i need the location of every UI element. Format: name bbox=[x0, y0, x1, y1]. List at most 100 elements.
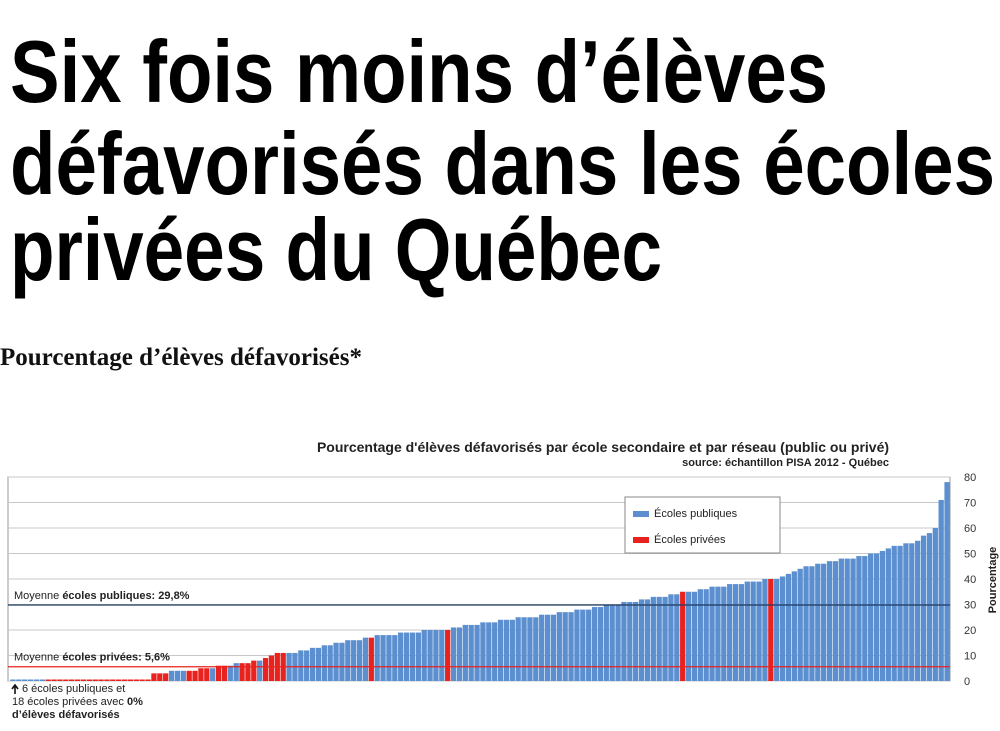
bar bbox=[151, 673, 157, 681]
bar bbox=[903, 543, 909, 681]
bar bbox=[915, 540, 921, 681]
bar bbox=[262, 658, 269, 681]
bar bbox=[445, 630, 451, 681]
bar bbox=[586, 609, 592, 681]
bar bbox=[662, 596, 668, 681]
bar bbox=[644, 599, 651, 681]
bar bbox=[868, 553, 874, 681]
bar bbox=[409, 632, 416, 681]
bar bbox=[738, 584, 745, 681]
bar bbox=[821, 563, 827, 681]
bar bbox=[403, 632, 410, 681]
bar bbox=[104, 679, 110, 681]
bar bbox=[556, 612, 562, 681]
bar bbox=[815, 563, 821, 681]
bar bbox=[697, 589, 703, 681]
bar bbox=[51, 679, 57, 681]
bar bbox=[762, 579, 768, 681]
bar bbox=[356, 640, 363, 681]
subtitle: Pourcentage d’élèves défavorisés* bbox=[0, 344, 362, 371]
note-text-bold: 0% bbox=[127, 696, 143, 708]
note-line: d’élèves défavorisés bbox=[12, 709, 120, 721]
bar bbox=[433, 630, 439, 681]
bar bbox=[309, 647, 316, 681]
bar bbox=[521, 617, 527, 681]
y-tick-label: 10 bbox=[964, 651, 976, 663]
bar bbox=[86, 679, 92, 681]
bar bbox=[333, 642, 339, 681]
bar bbox=[744, 581, 750, 681]
bar bbox=[392, 635, 398, 681]
bar bbox=[268, 655, 275, 681]
reference-label-text: Moyenne bbox=[14, 652, 62, 664]
bar bbox=[580, 609, 586, 681]
bar bbox=[650, 596, 656, 681]
bar bbox=[133, 679, 139, 681]
bar bbox=[938, 499, 944, 681]
bar bbox=[415, 632, 421, 681]
bar bbox=[826, 561, 833, 681]
bar bbox=[145, 679, 151, 681]
bar bbox=[450, 627, 457, 681]
bar bbox=[727, 584, 733, 681]
bar bbox=[609, 604, 615, 681]
y-tick-label: 0 bbox=[964, 676, 970, 688]
bar bbox=[10, 679, 16, 681]
bar bbox=[691, 591, 698, 681]
bar bbox=[298, 650, 304, 681]
bar bbox=[656, 596, 662, 681]
bar bbox=[492, 622, 498, 681]
bar bbox=[850, 558, 856, 681]
bar bbox=[721, 586, 727, 681]
bar bbox=[345, 640, 351, 681]
bar bbox=[27, 679, 34, 681]
bar bbox=[468, 624, 474, 681]
bar bbox=[926, 533, 933, 681]
bar bbox=[321, 645, 327, 681]
bar bbox=[862, 556, 868, 681]
bar bbox=[398, 632, 404, 681]
bar bbox=[221, 665, 228, 681]
bar bbox=[897, 545, 903, 681]
headline-line: défavorisés dans les écoles bbox=[10, 114, 995, 213]
bar bbox=[210, 668, 216, 681]
bar bbox=[157, 673, 163, 681]
bar bbox=[544, 614, 551, 681]
note-line: 18 écoles privées avec 0% bbox=[12, 696, 143, 708]
bar bbox=[709, 586, 715, 681]
bar bbox=[685, 591, 692, 681]
bar bbox=[386, 635, 392, 681]
bar bbox=[891, 545, 897, 681]
bar bbox=[239, 663, 245, 681]
bar bbox=[791, 571, 797, 681]
bar bbox=[168, 670, 175, 681]
bar bbox=[856, 556, 862, 681]
note-line: 6 écoles publiques et bbox=[22, 683, 125, 695]
bar bbox=[527, 617, 533, 681]
y-tick-label: 30 bbox=[964, 600, 976, 612]
bar bbox=[920, 535, 927, 681]
legend-box bbox=[624, 496, 781, 554]
bar bbox=[421, 630, 427, 681]
bar bbox=[779, 576, 786, 681]
reference-label-text: Moyenne bbox=[14, 590, 62, 602]
bar bbox=[233, 663, 239, 681]
bars bbox=[10, 482, 950, 681]
bar bbox=[362, 637, 369, 681]
bar bbox=[33, 679, 40, 681]
bar bbox=[873, 553, 880, 681]
bar bbox=[180, 670, 186, 681]
y-tick-label: 50 bbox=[964, 549, 976, 561]
headline-line: Six fois moins d’élèves bbox=[10, 22, 828, 121]
bar bbox=[327, 645, 333, 681]
bar bbox=[22, 679, 28, 681]
bar bbox=[69, 679, 75, 681]
reference-lines: Moyenne écoles publiques: 29,8%Moyenne é… bbox=[8, 590, 950, 668]
bar bbox=[680, 591, 686, 681]
bar bbox=[245, 663, 251, 681]
bar bbox=[503, 619, 510, 681]
bar bbox=[462, 624, 468, 681]
bar bbox=[756, 581, 762, 681]
y-tick-label: 70 bbox=[964, 498, 976, 510]
